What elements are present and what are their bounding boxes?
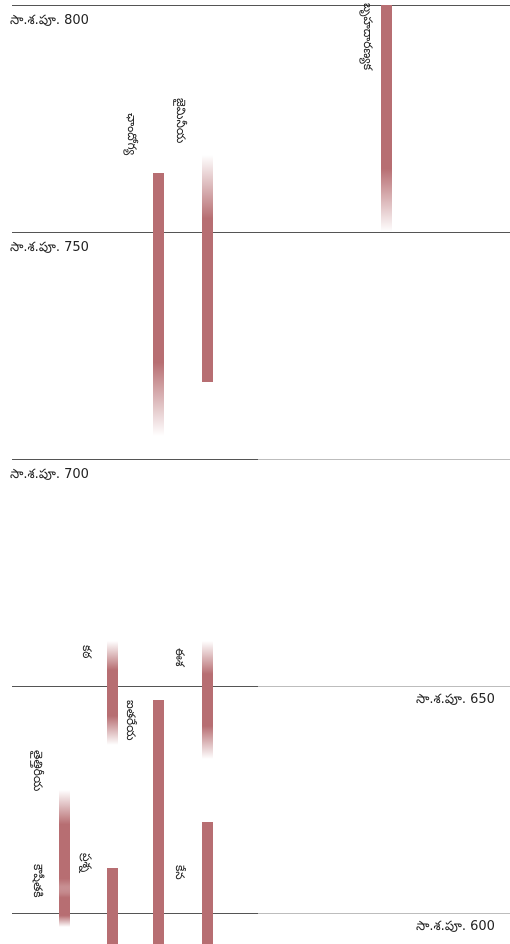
gridline-right-750 (258, 232, 510, 233)
span-label-9: కేన (173, 865, 187, 880)
span-label-3: జైమినీయ (174, 98, 188, 144)
span-label-6: ఐతరేయ (124, 700, 138, 741)
gridline-right-650 (258, 686, 510, 687)
tick-750-label: సా.శ.పూ. 750 (10, 240, 89, 255)
span-label-2: ఛాందోగ్య (125, 113, 139, 156)
span-bar-1 (381, 5, 392, 232)
span-bar-7 (59, 790, 70, 913)
gridline-600 (12, 913, 258, 914)
tick-650-label: సా.శ.పూ. 650 (416, 692, 495, 707)
span-label-4: ఈశ (173, 648, 187, 667)
gridline-650 (12, 686, 258, 687)
span-label-1: బృహదారణ్యక (361, 3, 375, 70)
gridline-700 (12, 459, 258, 460)
span-bar-9 (202, 822, 213, 944)
span-bar-4 (202, 640, 213, 759)
span-label-5: కఠ (80, 645, 94, 659)
gridline-right-600 (258, 913, 510, 914)
span-bar-3 (202, 154, 213, 382)
tick-800-label: సా.శ.పూ. 800 (10, 13, 89, 28)
span-bar-5 (107, 640, 118, 745)
span-label-8: కౌషీతకి (31, 864, 45, 898)
span-bar-2 (153, 172, 164, 437)
gridline-800 (12, 5, 258, 6)
gridline-750 (12, 232, 258, 233)
tick-600-label: సా.శ.పూ. 600 (416, 919, 495, 934)
span-label-7: తైత్తిరీయ (31, 750, 45, 792)
gridline-right-700 (258, 459, 510, 460)
span-bar-8 (59, 885, 70, 927)
span-bar-10 (107, 867, 118, 944)
tick-700-label: సా.శ.పూ. 700 (10, 467, 89, 482)
span-bar-6 (153, 699, 164, 944)
span-label-10: ప్రశ్న (80, 853, 94, 873)
